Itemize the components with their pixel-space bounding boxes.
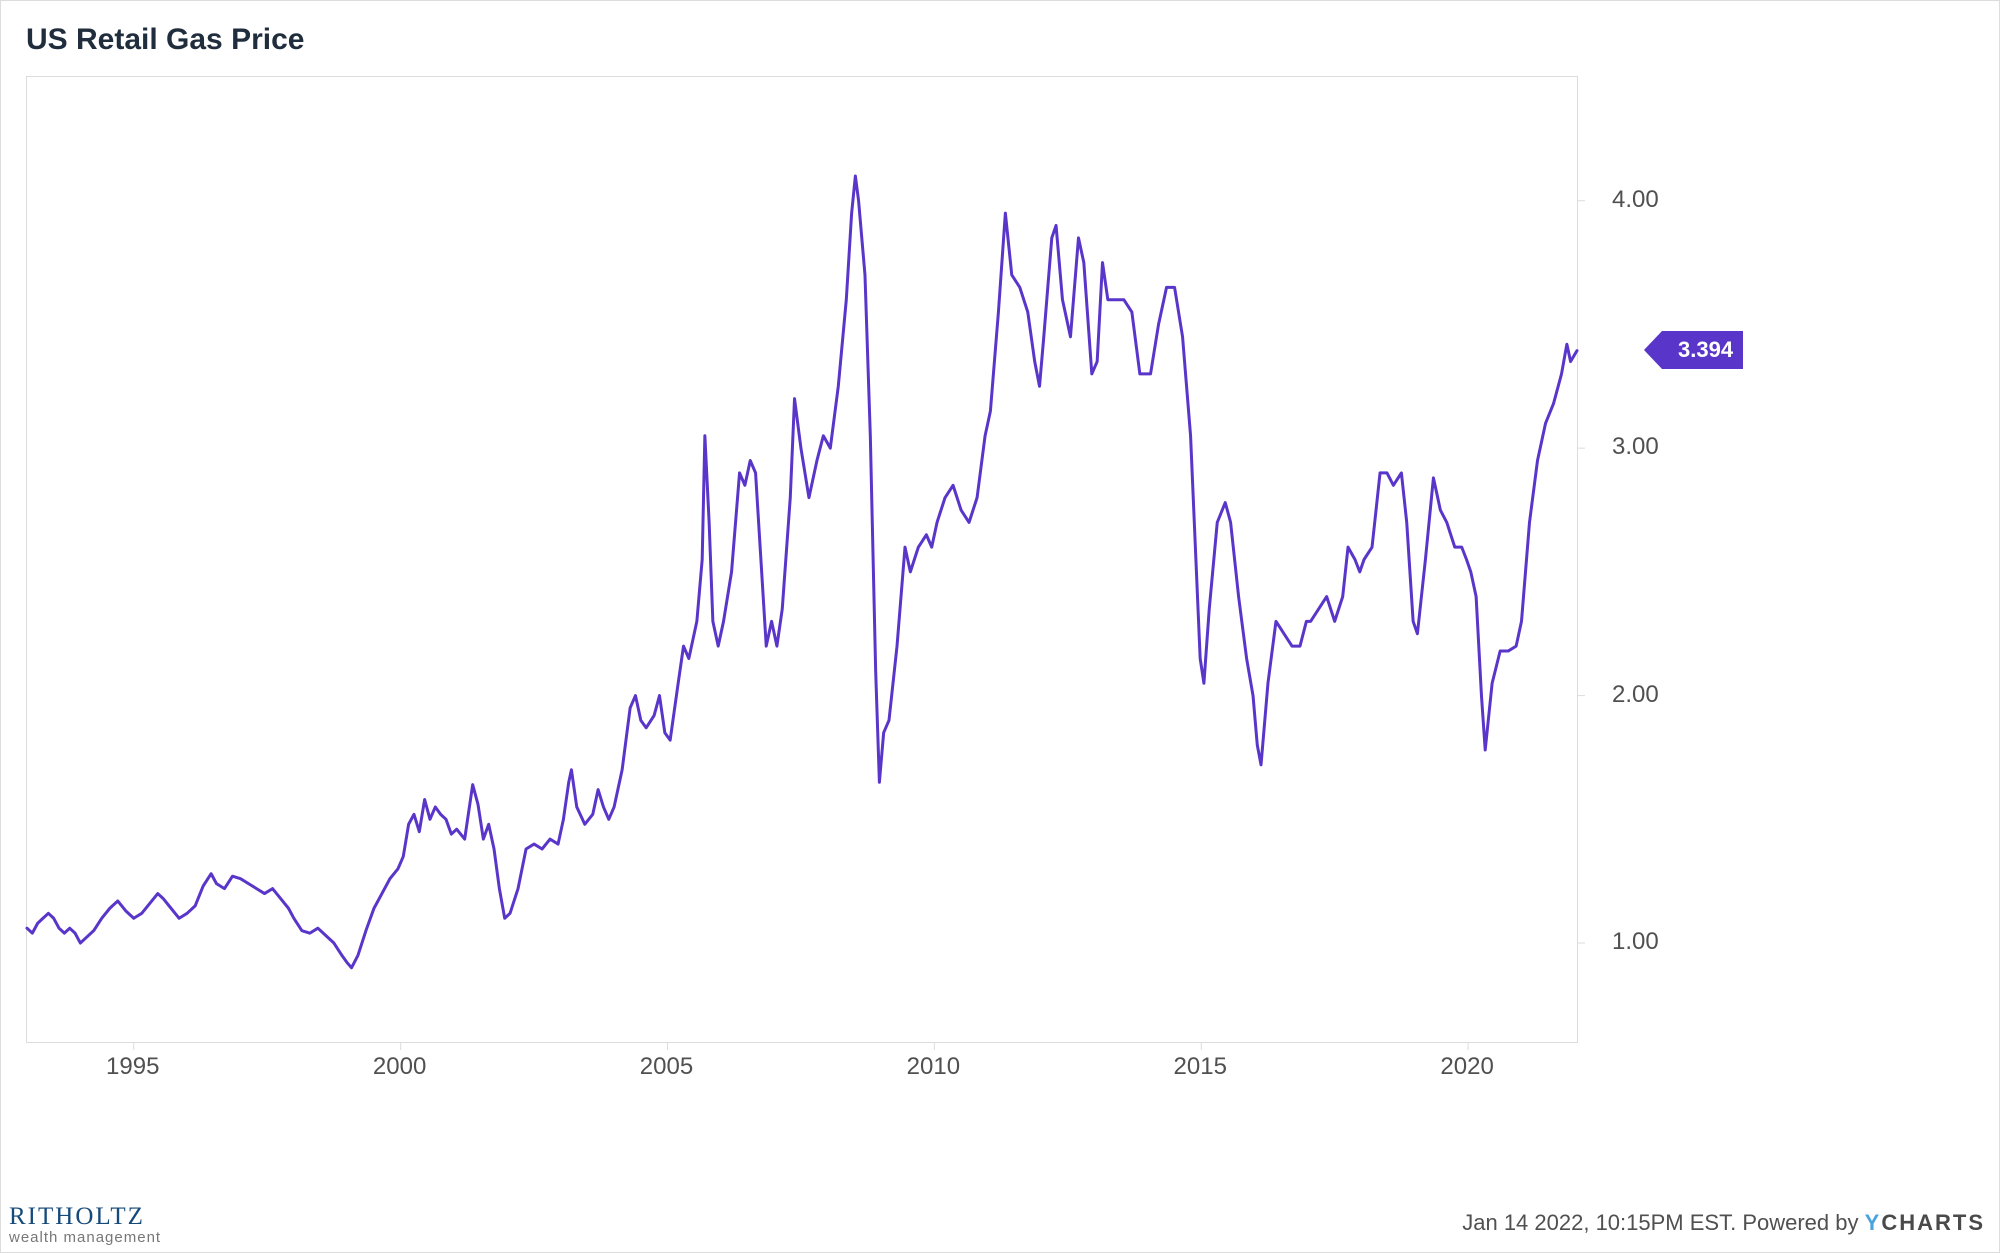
x-tick-label: 2010: [907, 1053, 960, 1081]
value-flag: 3.394: [1662, 331, 1743, 369]
chart-title: US Retail Gas Price: [26, 23, 304, 57]
footer-powered: Powered by: [1742, 1210, 1858, 1235]
footer-timestamp: Jan 14 2022, 10:15PM EST.: [1462, 1210, 1736, 1235]
ritholtz-logo: RITHOLTZ wealth management: [9, 1203, 161, 1246]
y-tick-label: 3.00: [1612, 433, 1659, 461]
line-chart-svg: [27, 77, 1577, 1042]
x-tick-label: 2020: [1440, 1053, 1493, 1081]
y-tick-label: 4.00: [1612, 186, 1659, 214]
y-tick-label: 1.00: [1612, 928, 1659, 956]
y-tick-label: 2.00: [1612, 681, 1659, 709]
logo-top: RITHOLTZ: [9, 1203, 161, 1231]
ycharts-logo-y: Y: [1865, 1210, 1882, 1235]
price-line: [27, 176, 1577, 968]
x-tick-label: 2015: [1174, 1053, 1227, 1081]
x-tick-label: 1995: [106, 1053, 159, 1081]
chart-frame: US Retail Gas Price 1.00 2.00 3.00 4.00 199…: [0, 0, 2000, 1253]
value-flag-label: 3.394: [1678, 337, 1733, 362]
logo-bottom: wealth management: [9, 1229, 161, 1246]
x-tick-label: 2000: [373, 1053, 426, 1081]
footer-attribution: Jan 14 2022, 10:15PM EST. Powered by YCH…: [1462, 1210, 1985, 1236]
ycharts-logo-rest: CHARTS: [1881, 1210, 1985, 1235]
plot-area: [26, 76, 1578, 1043]
x-tick-label: 2005: [640, 1053, 693, 1081]
